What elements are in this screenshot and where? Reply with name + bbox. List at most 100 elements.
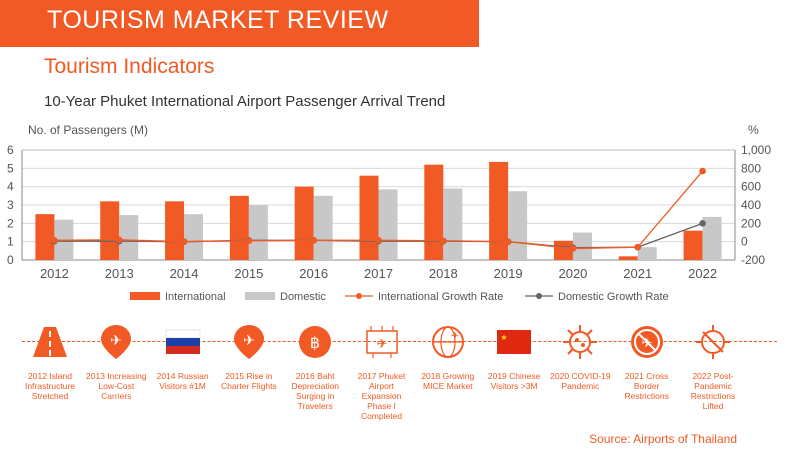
y-tick-right: -200 [741, 253, 765, 267]
milestone-text: 2014 Russian Visitors #1M [156, 371, 209, 391]
milestone-text: 2018 Growing MICE Market [421, 371, 475, 391]
legend-domestic-growth: Domestic Growth Rate [558, 291, 669, 303]
point-international-growth [375, 236, 382, 244]
y-tick-right: 800 [741, 161, 761, 175]
bar-international [100, 201, 120, 260]
charter-plane-icon: ✈ [230, 323, 268, 361]
airplane-icon: ✈ [97, 323, 135, 361]
milestone-0: 2012 Island Infrastructure Stretched [18, 323, 82, 401]
x-tick-label: 2020 [558, 266, 587, 281]
x-tick-label: 2022 [688, 266, 717, 281]
point-international-growth [245, 237, 253, 245]
bar-domestic [313, 195, 333, 260]
y-tick-left: 3 [7, 198, 14, 212]
milestone-text: 2019 Chinese Visitors >3M [487, 371, 541, 391]
y-tick-left: 2 [7, 216, 14, 230]
bar-international [424, 164, 444, 260]
bar-domestic [443, 188, 463, 260]
milestone-text: 2016 Baht Depreciation Surging in Travel… [291, 371, 340, 411]
bar-international [35, 214, 55, 260]
svg-text:★: ★ [501, 333, 508, 342]
point-international-growth [569, 245, 577, 252]
point-international-growth [504, 238, 512, 245]
svg-text:฿: ฿ [310, 333, 320, 352]
x-tick-label: 2012 [40, 266, 69, 281]
china-flag-icon: ★ [495, 323, 533, 361]
header-banner: TOURISM MARKET REVIEW [0, 0, 479, 47]
bar-international [165, 201, 185, 260]
milestone-2: 2014 Russian Visitors #1M [151, 323, 215, 391]
y-tick-left: 6 [7, 143, 14, 157]
bar-domestic [119, 215, 139, 260]
y-tick-left: 5 [7, 161, 14, 175]
road-icon [31, 323, 69, 361]
y-tick-left: 4 [7, 180, 14, 194]
point-domestic-growth [699, 220, 706, 227]
airport-expansion-icon: ✈ [363, 323, 401, 361]
bar-international [618, 256, 638, 260]
y-tick-right: 0 [741, 235, 748, 249]
milestone-10: 2022 Post-Pandemic Restrictions Lifted [681, 323, 745, 411]
milestone-7: ★ 2019 Chinese Visitors >3M [482, 323, 546, 391]
y-axis-label-right: % [748, 123, 759, 137]
milestone-timeline: 2012 Island Infrastructure Stretched ✈ 201… [0, 318, 800, 433]
milestone-5: ✈ 2017 Phuket Airport Expansion Phase I C… [350, 323, 414, 421]
milestone-9: ✈ 2021 Cross Border Restrictions [615, 323, 679, 401]
milestone-text: 2012 Island Infrastructure Stretched [24, 371, 76, 401]
legend-dot-international-growth [356, 293, 362, 299]
point-international-growth [699, 167, 706, 175]
bar-domestic [378, 189, 398, 260]
point-international-growth [634, 243, 642, 251]
bar-domestic [508, 191, 528, 260]
svg-text:✈: ✈ [451, 331, 459, 342]
legend-swatch-domestic [245, 292, 275, 300]
x-tick-label: 2015 [234, 266, 263, 281]
virus-icon [561, 323, 599, 361]
banner-title: TOURISM MARKET REVIEW [47, 6, 389, 34]
milestone-6: ✈ 2018 Growing MICE Market [416, 323, 480, 391]
y-tick-right: 600 [741, 180, 761, 194]
milestone-text: 2013 Increasing Low-Cost Carriers [86, 371, 147, 401]
x-tick-label: 2019 [494, 266, 523, 281]
x-tick-label: 2014 [170, 266, 199, 281]
bar-international [683, 230, 703, 260]
y-tick-right: 200 [741, 216, 761, 230]
svg-text:✈: ✈ [376, 337, 387, 352]
bar-international [359, 175, 379, 260]
bar-international [553, 240, 573, 260]
bar-international [489, 161, 509, 260]
y-tick-left: 0 [7, 253, 14, 267]
russia-flag-icon [164, 323, 202, 361]
point-international-growth [440, 237, 447, 245]
y-axis-label-left: No. of Passengers (M) [28, 123, 148, 137]
milestone-1: ✈ 2013 Increasing Low-Cost Carriers [84, 323, 148, 401]
milestone-text: 2021 Cross Border Restrictions [624, 371, 669, 401]
x-tick-label: 2018 [429, 266, 458, 281]
milestone-text: 2015 Rise in Charter Flights [221, 371, 277, 391]
virus-crossed-icon [694, 323, 732, 361]
bar-domestic [637, 247, 657, 260]
legend-international: International [165, 291, 226, 303]
chart-title: 10-Year Phuket International Airport Pas… [44, 93, 446, 110]
point-international-growth [51, 236, 58, 244]
x-tick-label: 2021 [623, 266, 652, 281]
point-international-growth [180, 238, 188, 245]
milestone-3: ✈ 2015 Rise in Charter Flights [217, 323, 281, 391]
bar-domestic [572, 232, 592, 260]
no-travel-icon: ✈ [628, 323, 666, 361]
milestone-4: ฿ 2016 Baht Depreciation Surging in Trave… [283, 323, 347, 411]
legend-dot-domestic-growth [536, 293, 542, 299]
timeline-line [22, 341, 777, 342]
point-international-growth [310, 236, 317, 244]
passenger-chart: No. of Passengers (M) % 0 1 2 3 4 5 6 -200 0 200 400… [7, 123, 771, 303]
x-tick-label: 2013 [105, 266, 134, 281]
baht-icon: ฿ [296, 323, 334, 361]
y-tick-right: 1,000 [741, 143, 771, 157]
y-tick-left: 1 [7, 235, 14, 249]
bar-domestic [702, 216, 722, 260]
milestone-text: 2017 Phuket Airport Expansion Phase I Co… [357, 371, 406, 421]
source-note: Source: Airports of Thailand [589, 432, 737, 446]
bar-international [294, 186, 314, 260]
bar-international [229, 195, 249, 260]
bar-domestic [184, 214, 204, 260]
